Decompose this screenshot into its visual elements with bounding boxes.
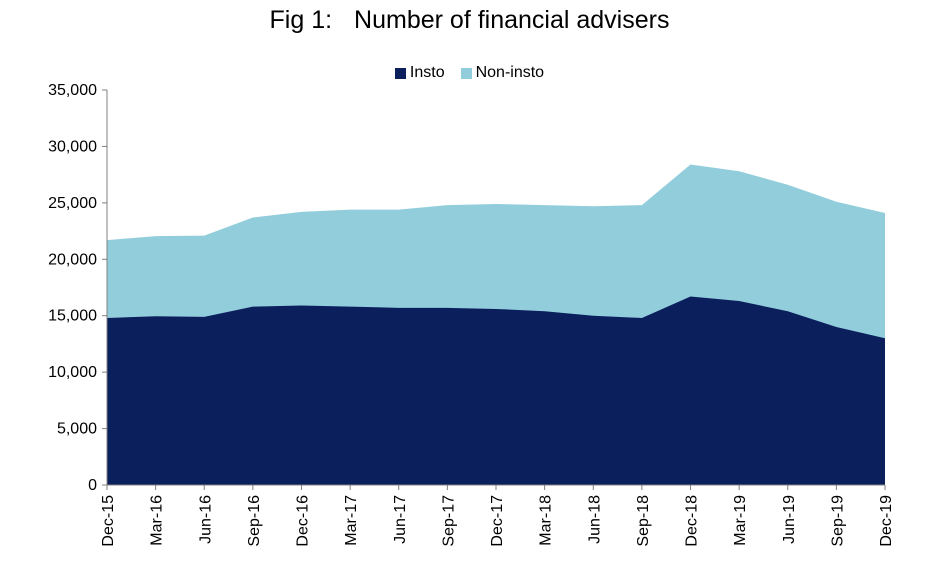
legend-label-non-insto: Non-insto: [475, 64, 545, 81]
x-tick-label: Dec-15: [100, 495, 117, 547]
x-tick-label: Dec-16: [295, 495, 312, 547]
chart-title: Fig 1: Number of financial advisers: [0, 6, 939, 35]
x-tick-label: Sep-17: [440, 495, 457, 547]
x-tick-label: Mar-16: [149, 495, 166, 546]
x-tick-label: Sep-19: [829, 495, 846, 547]
legend-swatch-insto: [394, 67, 406, 79]
x-tick-label: Mar-19: [732, 495, 749, 546]
x-tick-label: Jun-17: [392, 495, 409, 544]
area-series-insto: [107, 296, 885, 485]
x-tick-label: Sep-16: [246, 495, 263, 547]
x-tick-label: Mar-17: [343, 495, 360, 546]
y-tick-label: 10,000: [48, 364, 97, 381]
legend-item-insto: Insto: [394, 64, 445, 82]
x-tick-label: Mar-18: [538, 495, 555, 546]
x-tick-label: Dec-18: [684, 495, 701, 547]
x-tick-label: Dec-19: [878, 495, 895, 547]
y-tick-label: 20,000: [48, 251, 97, 268]
chart-title-text: Number of financial advisers: [354, 6, 670, 34]
legend-label-insto: Insto: [409, 64, 445, 81]
x-tick-label: Jun-19: [781, 495, 798, 544]
y-tick-label: 25,000: [48, 195, 97, 212]
x-tick-label: Jun-16: [197, 495, 214, 544]
legend-item-non-insto: Non-insto: [460, 64, 545, 82]
y-tick-label: 35,000: [48, 82, 97, 99]
y-tick-label: 5,000: [57, 421, 97, 438]
legend-swatch-non-insto: [460, 67, 472, 79]
y-tick-label: 30,000: [48, 138, 97, 155]
y-tick-label: 15,000: [48, 308, 97, 325]
legend: Insto Non-insto: [0, 64, 939, 82]
y-tick-label: 0: [88, 477, 97, 494]
x-tick-label: Sep-18: [635, 495, 652, 547]
x-tick-label: Dec-17: [489, 495, 506, 547]
x-tick-label: Jun-18: [586, 495, 603, 544]
figure-number: Fig 1:: [269, 6, 333, 34]
